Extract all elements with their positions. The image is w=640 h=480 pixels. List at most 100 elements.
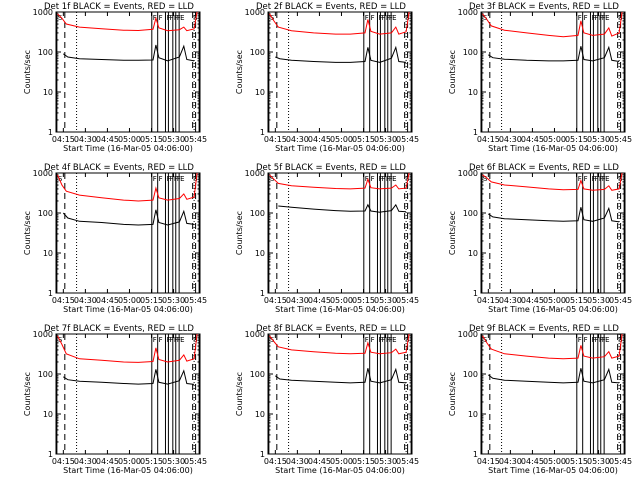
x-tick-label: 05:15 [352, 135, 375, 144]
y-tick-label: 1 [473, 289, 478, 298]
flare-marker-label: F [153, 336, 157, 344]
y-axis-label: Counts/sec [235, 372, 244, 416]
flare-marker-label: F [153, 14, 157, 22]
x-tick-label: 04:45 [308, 457, 331, 466]
flare-marker-label: F [578, 336, 582, 344]
panel-title: Det 2f BLACK = Events, RED = LLD [256, 2, 406, 12]
flare-marker-label: F [365, 336, 369, 344]
panel-det-5: Det 5f BLACK = Events, RED = LLD 1 10 100 10… [235, 163, 419, 314]
x-tick-label: 05:15 [565, 296, 588, 305]
y-axis-label: Counts/sec [448, 50, 457, 94]
x-tick-label: 04:30 [74, 296, 97, 305]
y-tick-label: 1 [48, 128, 53, 137]
plot-frame [55, 333, 201, 455]
x-axis-label: Start Time (16-Mar-05 04:06:00) [488, 144, 618, 153]
flare-marker-label: F [578, 14, 582, 22]
panel-det-7: Det 7f BLACK = Events, RED = LLD 1 10 100 10… [23, 324, 207, 475]
x-axis-label: Start Time (16-Mar-05 04:06:00) [488, 466, 618, 475]
y-tick-label: 100 [463, 370, 478, 379]
y-tick-label: 100 [38, 48, 53, 57]
plot-frame [480, 333, 626, 455]
end-marker-label: S [405, 14, 410, 22]
end-marker-label: S [618, 14, 623, 22]
plot-frame [480, 172, 626, 294]
flare-marker-label: F [365, 14, 369, 22]
plot-frame [55, 172, 201, 294]
y-tick-label: 1000 [458, 8, 478, 17]
x-tick-label: 05:15 [140, 135, 163, 144]
x-tick-label: 04:30 [286, 135, 309, 144]
series-line-lld [57, 333, 198, 363]
y-axis-label: Counts/sec [448, 211, 457, 255]
plot-frame [267, 11, 413, 133]
x-tick-label: 04:45 [521, 296, 544, 305]
flare-marker-label: F [169, 175, 173, 183]
x-tick-label: 05:45 [184, 296, 207, 305]
series-line-lld [269, 11, 410, 35]
x-tick-label: 04:45 [308, 135, 331, 144]
panel-title: Det 4f BLACK = Events, RED = LLD [44, 163, 194, 173]
y-tick-label: 1 [260, 450, 265, 459]
y-tick-label: 100 [463, 48, 478, 57]
series-line-events [275, 367, 407, 384]
panel-det-4: Det 4f BLACK = Events, RED = LLD 1 10 100 10… [23, 163, 207, 314]
y-tick-label: 1000 [245, 8, 265, 17]
flare-marker-label: F [381, 336, 385, 344]
flare-marker-label: F [381, 175, 385, 183]
eclipse-marker-label: E [605, 14, 609, 22]
y-tick-label: 1 [48, 289, 53, 298]
y-tick-label: 100 [463, 209, 478, 218]
flare-marker-label: F [371, 336, 375, 344]
flare-marker-label: F [371, 14, 375, 22]
flare-marker-label: F [371, 175, 375, 183]
panel-det-9: Det 9f BLACK = Events, RED = LLD 1 10 100 10… [448, 324, 632, 475]
x-tick-label: 04:15 [52, 135, 75, 144]
x-tick-label: 04:30 [286, 296, 309, 305]
x-tick-label: 04:30 [499, 457, 522, 466]
x-tick-label: 04:45 [521, 457, 544, 466]
eclipse-marker-label: E [180, 175, 184, 183]
x-axis-label: Start Time (16-Mar-05 04:06:00) [63, 305, 193, 314]
x-tick-label: 04:30 [499, 296, 522, 305]
eclipse-marker-label: E [605, 175, 609, 183]
x-tick-label: 05:15 [352, 296, 375, 305]
x-tick-label: 05:30 [162, 457, 185, 466]
x-tick-label: 04:30 [499, 135, 522, 144]
x-tick-label: 05:00 [330, 296, 353, 305]
series-line-events [487, 367, 620, 384]
x-tick-label: 05:45 [396, 457, 419, 466]
panel-det-1: Det 1f BLACK = Events, RED = LLD 1 10 100 10… [23, 2, 207, 153]
y-tick-label: 10 [255, 249, 265, 258]
x-tick-label: 05:00 [118, 457, 141, 466]
start-marker-label: S [483, 175, 488, 183]
plot-frame [267, 172, 413, 294]
plot-frame [55, 11, 201, 133]
x-axis-label: Start Time (16-Mar-05 04:06:00) [488, 305, 618, 314]
x-tick-label: 05:15 [140, 296, 163, 305]
plot-frame [480, 11, 626, 133]
flare-marker-label: F [153, 175, 157, 183]
series-line-lld [482, 11, 623, 38]
start-marker-label: S [270, 175, 275, 183]
x-tick-label: 04:30 [286, 457, 309, 466]
y-tick-label: 10 [43, 249, 53, 258]
x-tick-label: 05:30 [587, 296, 610, 305]
y-tick-label: 100 [250, 370, 265, 379]
x-tick-label: 05:30 [374, 135, 397, 144]
flare-marker-label: F [578, 175, 582, 183]
flare-marker-label: F [584, 14, 588, 22]
series-line-events [278, 203, 407, 213]
x-tick-label: 04:15 [264, 457, 287, 466]
x-tick-label: 05:45 [609, 296, 632, 305]
y-tick-label: 10 [43, 88, 53, 97]
x-axis-label: Start Time (16-Mar-05 04:06:00) [275, 466, 405, 475]
x-tick-label: 05:00 [330, 135, 353, 144]
series-line-lld [269, 333, 410, 355]
panel-title: Det 7f BLACK = Events, RED = LLD [44, 324, 194, 334]
y-tick-label: 1000 [33, 169, 53, 178]
panel-det-2: Det 2f BLACK = Events, RED = LLD 1 10 100 10… [235, 2, 419, 153]
series-line-events [63, 369, 195, 385]
flare-marker-label: F [159, 336, 163, 344]
x-tick-label: 04:30 [74, 135, 97, 144]
